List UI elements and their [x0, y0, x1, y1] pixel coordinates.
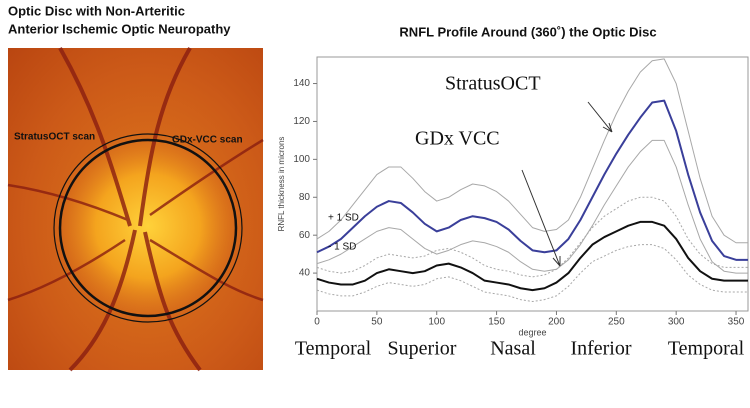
annotation: - 1 SD — [328, 242, 356, 253]
x-tick-label: 350 — [728, 317, 745, 328]
y-tick-label: 60 — [299, 230, 311, 241]
scan-label: GDx-VCC scan — [172, 135, 243, 146]
x-tick-label: 300 — [668, 317, 685, 328]
x-tick-label: 150 — [488, 317, 505, 328]
data-line — [316, 244, 748, 303]
data-line — [316, 58, 748, 244]
left-title: Anterior Ischemic Optic Neuropathy — [8, 21, 231, 36]
annotation: + 1 SD — [328, 213, 359, 224]
y-tick-label: 80 — [299, 192, 311, 203]
annotation: StratusOCT — [445, 73, 541, 95]
x-axis-label: degree — [518, 327, 546, 337]
y-axis-label: RNFL thickness in microns — [277, 137, 286, 232]
annotation: GDx VCC — [415, 128, 500, 150]
data-line — [316, 99, 748, 261]
data-line — [316, 139, 748, 274]
left-title: Optic Disc with Non-Arteritic — [8, 3, 185, 18]
x-tick-label: 200 — [548, 317, 565, 328]
region-label: Temporal — [295, 338, 372, 360]
scan-label: StratusOCT scan — [14, 132, 95, 143]
annotation-arrow — [587, 101, 613, 133]
chart-title: RNFL Profile Around (360˚) the Optic Dis… — [399, 24, 656, 39]
x-tick-label: 100 — [428, 317, 445, 328]
x-tick-label: 50 — [371, 317, 383, 328]
region-label: Inferior — [570, 338, 631, 360]
annotation-arrow — [521, 169, 561, 267]
x-tick-label: 250 — [608, 317, 625, 328]
region-label: Nasal — [490, 338, 536, 360]
y-tick-label: 120 — [293, 116, 310, 127]
x-tick-label: 0 — [314, 317, 320, 328]
y-tick-label: 40 — [299, 268, 311, 279]
data-line — [316, 220, 748, 292]
fundus-photo — [7, 47, 264, 372]
y-tick-label: 100 — [293, 154, 310, 165]
plot-frame — [316, 56, 749, 312]
region-label: Superior — [388, 338, 457, 360]
data-line — [316, 196, 748, 278]
region-label: Temporal — [668, 338, 745, 360]
y-tick-label: 140 — [293, 78, 310, 89]
